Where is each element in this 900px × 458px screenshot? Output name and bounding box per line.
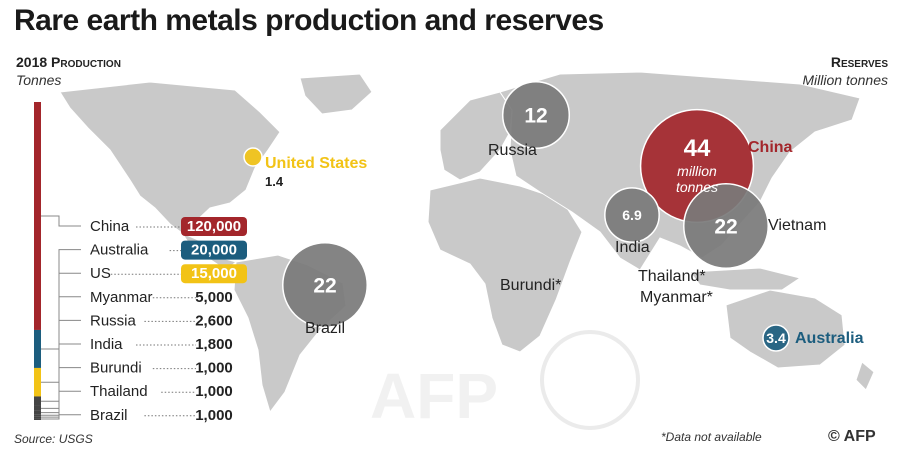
country-label-thailand: Thailand*	[638, 268, 706, 285]
production-value-us: 15,000	[191, 265, 237, 282]
afp-credit: © AFP	[828, 428, 876, 445]
value-pill-australia	[181, 240, 247, 260]
bar-segment-australia	[34, 329, 41, 368]
reserve-value-australia: 3.4	[766, 330, 786, 346]
country-label-united-states: United States	[265, 155, 367, 172]
country-name-australia: Australia	[90, 242, 149, 259]
reserve-value-india: 6.9	[622, 207, 642, 223]
landmass-north-america	[59, 81, 281, 234]
reserve-value-united-states: 1.4	[265, 174, 284, 189]
reserve-bubble-brazil	[282, 242, 368, 328]
not-available-note: *Data not available	[661, 430, 762, 444]
landmass-greenland	[299, 73, 373, 115]
production-value-thailand: 1,000	[195, 383, 233, 400]
production-value-india: 1,800	[195, 336, 233, 353]
country-name-russia: Russia	[90, 312, 137, 329]
production-value-china: 120,000	[187, 218, 241, 235]
bar-segment-us	[34, 367, 41, 397]
production-value-brazil: 1,000	[195, 407, 233, 424]
production-value-myanmar: 5,000	[195, 289, 233, 306]
country-name-thailand: Thailand	[90, 383, 148, 400]
production-unit: Tonnes	[16, 72, 62, 88]
reserves-heading: Reserves	[830, 54, 888, 70]
connector-brazil	[41, 414, 81, 420]
reserve-value-china: 44	[684, 135, 711, 162]
bar-segment-burundi	[34, 414, 41, 417]
country-name-myanmar: Myanmar	[90, 289, 153, 306]
reserve-sublabel-china: tonnes	[676, 179, 718, 195]
watermark: AFP	[370, 330, 640, 432]
country-name-us: US	[90, 265, 111, 282]
reserve-value-vietnam: 22	[714, 215, 737, 238]
connector-russia	[41, 319, 81, 409]
country-label-india: India	[615, 239, 650, 256]
production-bar	[34, 102, 41, 420]
reserve-sublabel-china: million	[677, 163, 717, 179]
value-pill-china	[181, 217, 247, 236]
landmass-new-zealand	[855, 361, 875, 391]
bar-segment-china	[34, 102, 41, 330]
bar-segment-thailand	[34, 416, 41, 419]
chart-title: Rare earth metals production and reserve…	[14, 4, 604, 37]
connector-us	[41, 272, 81, 383]
connector-australia	[41, 249, 81, 350]
landmass-europe	[439, 91, 513, 181]
reserve-bubble-vietnam	[683, 183, 769, 269]
reserves-bubbles	[243, 80, 790, 352]
value-pill-us	[181, 264, 247, 284]
reserve-bubble-united-states	[243, 147, 263, 167]
connector-thailand	[41, 390, 81, 418]
production-rows: China 120,000 Australia 20,000 US 15,000 Myanm…	[41, 215, 247, 424]
bar-segment-myanmar	[34, 396, 41, 406]
landmass-indonesia	[689, 267, 802, 291]
reserve-bubble-russia	[501, 80, 571, 150]
country-name-india: India	[90, 336, 123, 353]
connector-india	[41, 343, 81, 414]
production-value-burundi: 1,000	[195, 360, 233, 377]
reserves-unit: Million tonnes	[802, 72, 888, 88]
production-heading: 2018 Production	[16, 54, 121, 70]
country-label-australia: Australia	[795, 330, 864, 347]
svg-text:AFP: AFP	[370, 360, 498, 432]
bar-segment-brazil	[34, 418, 41, 420]
reserve-bubble-australia	[762, 324, 790, 352]
bar-segment-india	[34, 410, 41, 415]
country-label-myanmar: Myanmar*	[640, 289, 713, 306]
reserve-value-russia: 12	[524, 104, 547, 127]
country-label-brazil: Brazil	[305, 320, 345, 337]
country-label-burundi: Burundi*	[500, 277, 561, 294]
reserve-value-brazil: 22	[313, 274, 336, 297]
source-note: Source: USGS	[14, 432, 93, 446]
country-label-china: China	[748, 139, 793, 156]
production-value-australia: 20,000	[191, 242, 237, 259]
country-name-burundi: Burundi	[90, 360, 142, 377]
connector-china	[41, 215, 81, 227]
country-name-brazil: Brazil	[90, 407, 128, 424]
bar-segment-russia	[34, 405, 41, 411]
production-value-russia: 2,600	[195, 312, 233, 329]
country-label-vietnam: Vietnam	[768, 217, 826, 234]
reserve-bubble-india	[604, 187, 660, 243]
country-label-russia: Russia	[488, 142, 537, 159]
country-name-china: China	[90, 218, 130, 235]
